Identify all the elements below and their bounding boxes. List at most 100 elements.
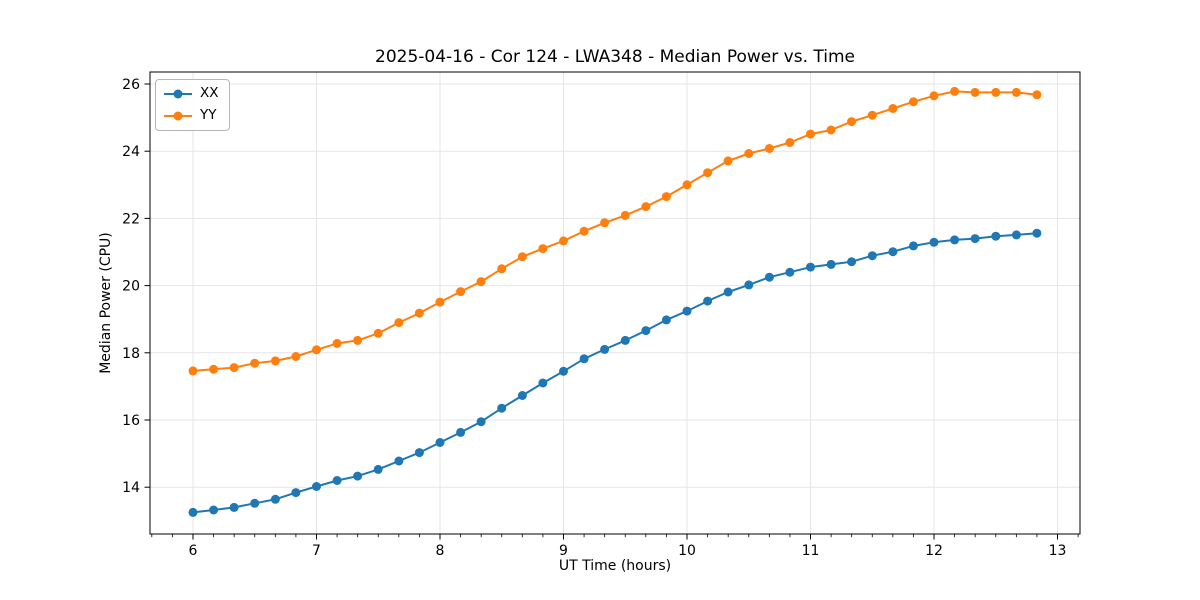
series-xx-point-33 bbox=[867, 251, 877, 261]
x-tick-label-13: 13 bbox=[1049, 543, 1067, 559]
series-xx-line bbox=[192, 232, 1038, 514]
legend-label-yy: YY bbox=[200, 107, 217, 124]
series-xx-point-9 bbox=[373, 464, 383, 474]
series-yy-point-1 bbox=[209, 364, 219, 374]
series-yy-point-29 bbox=[785, 138, 795, 147]
series-yy-point-37 bbox=[950, 86, 960, 96]
series-xx-point-32 bbox=[847, 257, 857, 267]
series-xx-point-12 bbox=[435, 438, 445, 447]
series-xx-point-31 bbox=[826, 259, 836, 269]
series-yy-point-36 bbox=[929, 91, 939, 101]
series-yy-point-38 bbox=[970, 87, 980, 97]
x-tick-label-7: 7 bbox=[312, 543, 321, 559]
chart-title: 2025-04-16 - Cor 124 - LWA348 - Median P… bbox=[375, 47, 855, 67]
series-xx-point-36 bbox=[929, 237, 939, 247]
series-yy-point-13 bbox=[456, 287, 466, 297]
series-yy-point-22 bbox=[641, 202, 651, 212]
series-yy-point-25 bbox=[703, 168, 713, 178]
series-yy-point-6 bbox=[312, 345, 321, 355]
series-xx-point-41 bbox=[1032, 228, 1042, 238]
series-xx-point-40 bbox=[1011, 230, 1021, 240]
series-yy-point-11 bbox=[414, 308, 424, 318]
series-xx-point-16 bbox=[517, 391, 527, 400]
series-yy-point-30 bbox=[806, 129, 815, 139]
legend: XX YY bbox=[155, 79, 230, 131]
series-xx-point-17 bbox=[538, 378, 548, 388]
series-xx-point-2 bbox=[229, 502, 239, 512]
axes-spines bbox=[149, 71, 1081, 535]
x-tick-label-8: 8 bbox=[436, 543, 445, 559]
series-yy-point-41 bbox=[1032, 90, 1042, 100]
x-tick-label-10: 10 bbox=[678, 543, 696, 559]
series-yy-point-18 bbox=[559, 236, 568, 246]
series-yy-point-34 bbox=[888, 104, 898, 113]
series-xx-point-6 bbox=[312, 482, 321, 491]
series-xx-point-38 bbox=[970, 234, 980, 244]
series-yy-point-27 bbox=[744, 149, 754, 158]
series-xx-point-13 bbox=[456, 427, 466, 437]
series-yy-point-21 bbox=[620, 210, 630, 220]
series-xx-point-27 bbox=[744, 280, 754, 290]
series-yy-point-23 bbox=[661, 192, 671, 202]
y-axis-label: Median Power (CPU) bbox=[98, 232, 114, 374]
series-xx-point-34 bbox=[888, 247, 898, 257]
legend-item-xx: XX bbox=[164, 85, 219, 103]
series-yy-point-17 bbox=[538, 244, 548, 254]
series-xx-point-39 bbox=[991, 231, 1001, 241]
series-xx-point-8 bbox=[353, 471, 363, 481]
series-xx-point-10 bbox=[394, 456, 404, 466]
series-yy-point-33 bbox=[867, 110, 877, 120]
series-xx-point-15 bbox=[497, 403, 507, 413]
series-yy-point-0 bbox=[188, 366, 198, 376]
series-xx-point-23 bbox=[661, 315, 671, 325]
series-xx-point-20 bbox=[600, 344, 610, 354]
series-yy-point-4 bbox=[270, 356, 280, 366]
series-xx-point-21 bbox=[620, 335, 630, 345]
series-xx-point-29 bbox=[785, 267, 795, 277]
series-xx-point-28 bbox=[764, 272, 774, 282]
series-yy-point-5 bbox=[291, 352, 301, 361]
series-yy-point-12 bbox=[435, 297, 445, 307]
series-yy-point-31 bbox=[826, 125, 836, 135]
series-xx-point-11 bbox=[414, 448, 424, 458]
y-tick-label-14: 14 bbox=[122, 480, 140, 496]
series-xx-point-5 bbox=[291, 488, 301, 498]
x-tick-label-11: 11 bbox=[802, 543, 820, 559]
series-xx-point-7 bbox=[332, 476, 342, 485]
series-yy-point-15 bbox=[497, 264, 507, 274]
series-yy-point-24 bbox=[682, 180, 692, 190]
series-yy-point-26 bbox=[723, 156, 733, 166]
series-xx-point-37 bbox=[950, 235, 960, 245]
series-yy-point-3 bbox=[250, 358, 260, 368]
y-tick-label-26: 26 bbox=[122, 77, 140, 93]
x-axis-label: UT Time (hours) bbox=[558, 558, 672, 574]
series-xx-point-18 bbox=[559, 366, 568, 376]
series-xx-point-14 bbox=[476, 417, 486, 427]
series-yy-point-40 bbox=[1011, 87, 1021, 97]
series-xx-point-19 bbox=[579, 354, 589, 364]
y-tick-label-16: 16 bbox=[122, 413, 140, 429]
series-yy-point-2 bbox=[229, 363, 239, 373]
series-yy-point-35 bbox=[908, 97, 918, 107]
y-tick-label-22: 22 bbox=[122, 211, 140, 227]
x-tick-label-12: 12 bbox=[925, 543, 943, 559]
series-yy-line bbox=[192, 90, 1038, 372]
series-xx-point-22 bbox=[641, 326, 651, 336]
legend-label-xx: XX bbox=[200, 85, 219, 102]
series-yy-point-9 bbox=[373, 328, 383, 338]
series-xx-point-24 bbox=[682, 306, 692, 316]
legend-marker-yy-icon bbox=[164, 110, 192, 122]
series-yy-point-39 bbox=[991, 87, 1001, 97]
series-xx-point-3 bbox=[250, 498, 260, 508]
x-tick-label-6: 6 bbox=[189, 543, 198, 559]
series-xx-point-4 bbox=[270, 494, 280, 504]
y-tick-label-20: 20 bbox=[122, 279, 140, 295]
series-xx-point-1 bbox=[209, 505, 219, 515]
series-xx-point-0 bbox=[188, 507, 198, 517]
y-tick-label-18: 18 bbox=[122, 346, 140, 362]
series-yy-point-32 bbox=[847, 117, 857, 127]
series-yy-point-19 bbox=[579, 226, 589, 236]
series-yy-point-10 bbox=[394, 318, 404, 328]
series-yy-point-8 bbox=[353, 335, 363, 345]
